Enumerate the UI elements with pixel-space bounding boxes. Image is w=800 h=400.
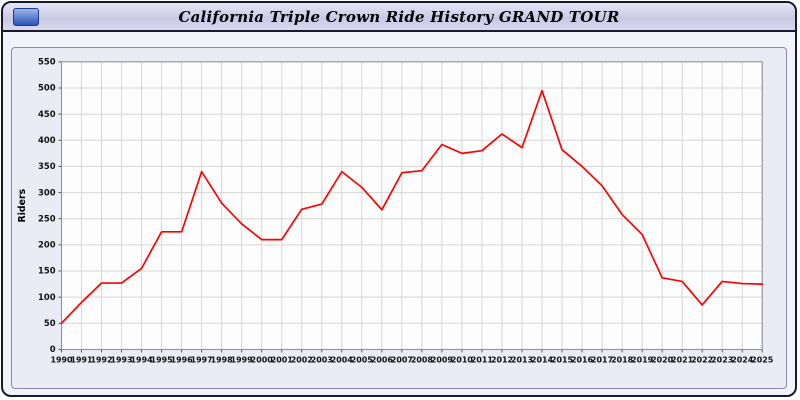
svg-text:500: 500 xyxy=(38,83,56,93)
svg-text:1991: 1991 xyxy=(70,355,92,364)
svg-text:2010: 2010 xyxy=(451,355,474,364)
svg-text:50: 50 xyxy=(44,318,56,328)
svg-text:2025: 2025 xyxy=(751,355,773,364)
svg-text:2000: 2000 xyxy=(251,355,274,364)
svg-text:2021: 2021 xyxy=(671,355,693,364)
svg-text:1990: 1990 xyxy=(50,355,73,364)
svg-text:2023: 2023 xyxy=(711,355,733,364)
svg-text:2002: 2002 xyxy=(291,355,313,364)
svg-text:1993: 1993 xyxy=(111,355,133,364)
svg-text:2008: 2008 xyxy=(411,355,434,364)
page-title: California Triple Crown Ride History GRA… xyxy=(178,7,620,26)
x-grid-and-labels: 1990199119921993199419951996199719981999… xyxy=(50,61,773,364)
svg-text:550: 550 xyxy=(38,57,56,67)
svg-text:2006: 2006 xyxy=(371,355,394,364)
svg-text:2020: 2020 xyxy=(651,355,674,364)
svg-text:2009: 2009 xyxy=(431,355,453,364)
y-axis-title: Riders xyxy=(17,188,28,222)
svg-text:2001: 2001 xyxy=(271,355,293,364)
svg-text:2018: 2018 xyxy=(611,355,634,364)
svg-text:2015: 2015 xyxy=(551,355,573,364)
riders-line-chart: 0501001502002503003504004505005501990199… xyxy=(17,57,773,365)
svg-text:2019: 2019 xyxy=(631,355,653,364)
svg-text:1998: 1998 xyxy=(211,355,234,364)
svg-text:2007: 2007 xyxy=(391,355,413,364)
svg-text:1996: 1996 xyxy=(171,355,194,364)
svg-text:2017: 2017 xyxy=(591,355,613,364)
plot-border xyxy=(60,61,763,350)
svg-text:2011: 2011 xyxy=(471,355,493,364)
riders-series-line xyxy=(60,89,764,325)
title-bar: California Triple Crown Ride History GRA… xyxy=(3,3,795,32)
svg-text:1997: 1997 xyxy=(191,355,213,364)
svg-text:2014: 2014 xyxy=(531,355,554,364)
svg-text:2004: 2004 xyxy=(331,355,354,364)
svg-text:2024: 2024 xyxy=(731,355,754,364)
svg-text:2016: 2016 xyxy=(571,355,594,364)
svg-text:350: 350 xyxy=(38,161,56,171)
svg-text:2003: 2003 xyxy=(311,355,333,364)
chart-container: 0 50 100 150 200 250 300 350 400 450 500 550 1990 199… xyxy=(11,47,787,389)
plot-area xyxy=(61,61,763,350)
svg-text:300: 300 xyxy=(38,187,56,197)
svg-text:2013: 2013 xyxy=(511,355,533,364)
svg-text:1994: 1994 xyxy=(131,355,154,364)
svg-text:1999: 1999 xyxy=(231,355,253,364)
svg-text:200: 200 xyxy=(38,240,56,250)
svg-text:2012: 2012 xyxy=(491,355,513,364)
svg-text:450: 450 xyxy=(38,109,56,119)
svg-text:100: 100 xyxy=(38,292,56,302)
svg-text:150: 150 xyxy=(38,266,56,276)
svg-text:2005: 2005 xyxy=(351,355,373,364)
svg-text:400: 400 xyxy=(38,135,56,145)
svg-text:1995: 1995 xyxy=(151,355,173,364)
svg-text:1992: 1992 xyxy=(91,355,113,364)
svg-text:250: 250 xyxy=(38,213,56,223)
svg-text:2022: 2022 xyxy=(691,355,713,364)
svg-text:0: 0 xyxy=(50,344,56,354)
header-button[interactable] xyxy=(13,8,39,26)
